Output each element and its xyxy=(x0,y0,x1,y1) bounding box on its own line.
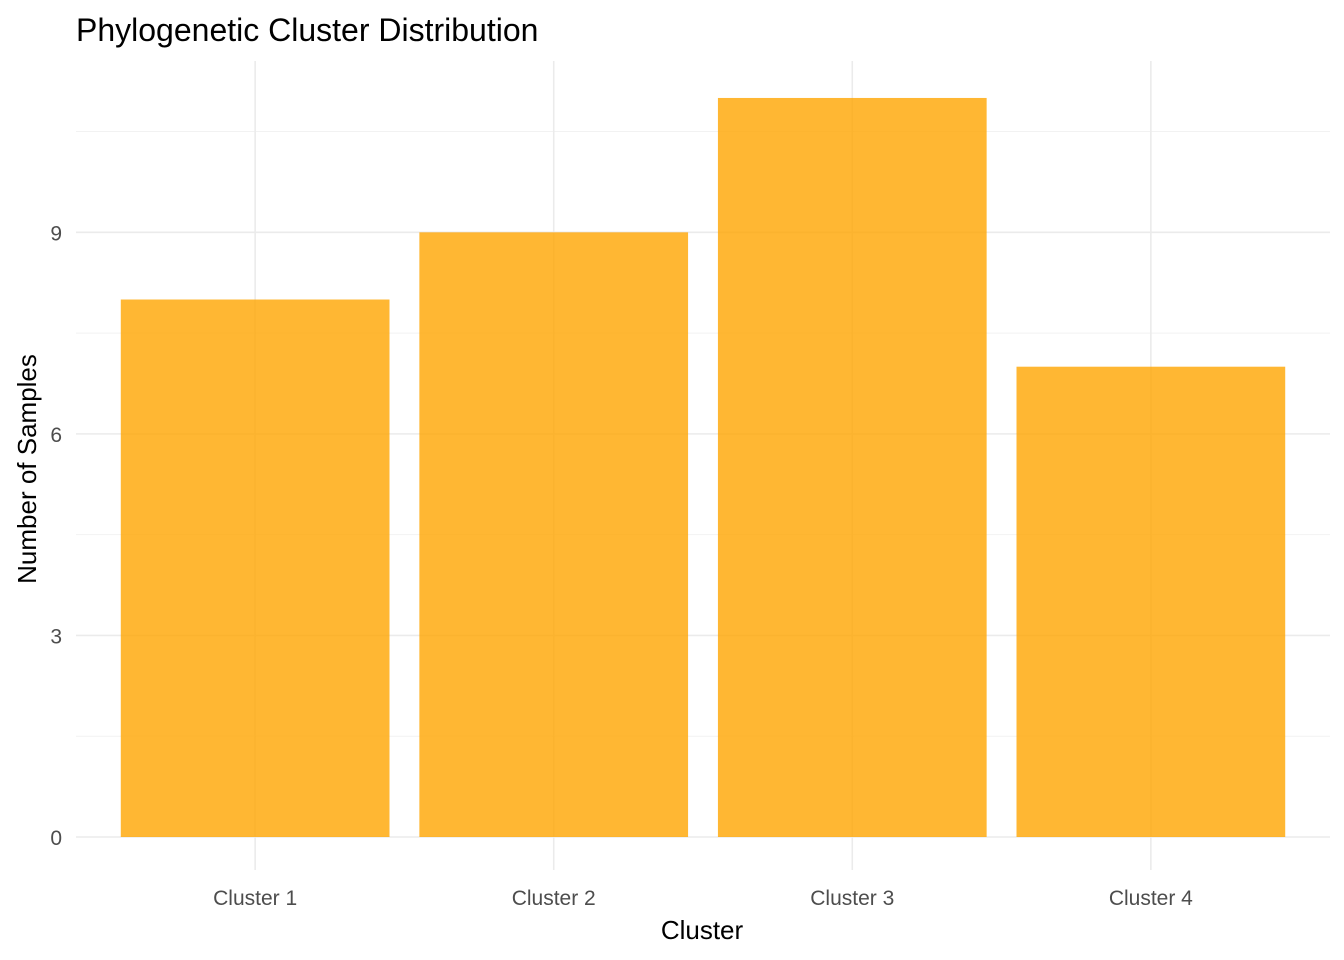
y-axis-title: Number of Samples xyxy=(12,354,42,584)
bar xyxy=(120,299,390,837)
bar xyxy=(419,232,689,837)
y-tick-label: 3 xyxy=(50,625,62,648)
y-tick-label: 6 xyxy=(50,424,62,447)
y-axis-ticks: 0 3 6 9 xyxy=(50,222,62,850)
bar xyxy=(1016,366,1286,837)
x-tick-label: Cluster 3 xyxy=(810,887,894,910)
x-tick-label: Cluster 2 xyxy=(512,887,596,910)
x-tick-label: Cluster 4 xyxy=(1109,887,1193,910)
y-tick-label: 0 xyxy=(50,827,62,850)
y-tick-label: 9 xyxy=(50,222,62,245)
x-axis-ticks: Cluster 1 Cluster 2 Cluster 3 Cluster 4 xyxy=(213,887,1193,910)
x-tick-label: Cluster 1 xyxy=(213,887,297,910)
x-axis-title: Cluster xyxy=(661,915,744,945)
chart-title: Phylogenetic Cluster Distribution xyxy=(76,12,538,48)
bars xyxy=(120,97,1286,837)
bar xyxy=(717,97,987,837)
